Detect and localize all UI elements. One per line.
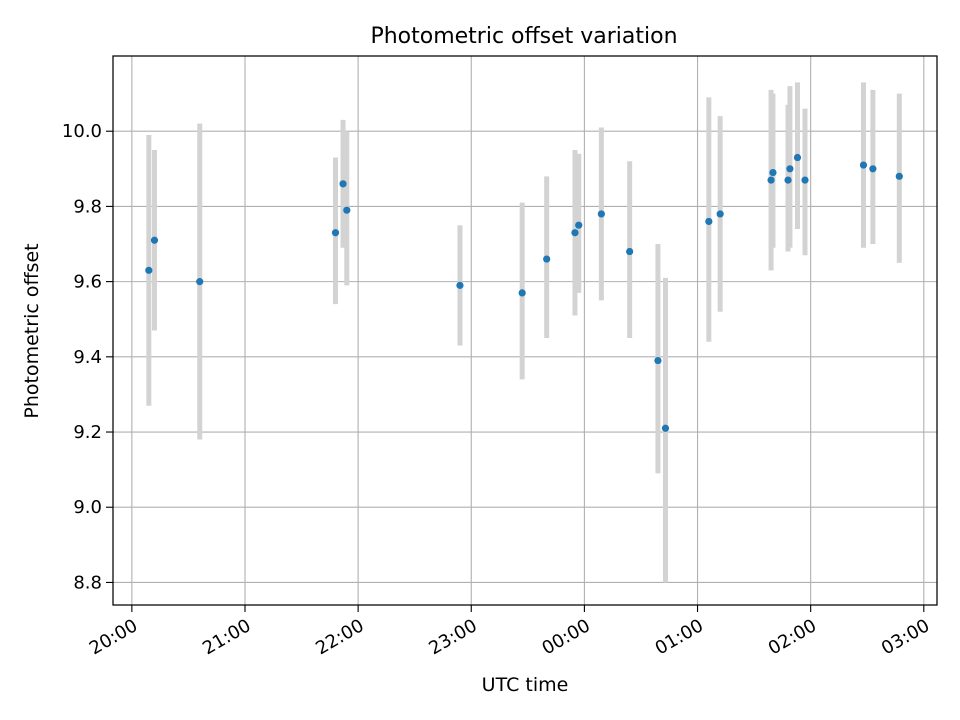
data-point (793, 153, 802, 162)
data-point (895, 172, 903, 180)
point-layer (145, 153, 903, 432)
data-point (801, 176, 809, 184)
y-axis: 8.8 9.0 9.2 9.4 9.6 9.8 10.0 (62, 121, 113, 593)
data-point (343, 206, 351, 214)
data-point (518, 289, 526, 297)
data-point (786, 165, 794, 173)
x-axis-label: UTC time (482, 674, 569, 696)
data-point (145, 266, 153, 274)
data-point (575, 221, 583, 229)
y-tick-label: 8.8 (73, 572, 102, 593)
data-point (150, 236, 159, 244)
data-point (859, 161, 868, 169)
data-point (597, 210, 605, 218)
y-tick-label: 10.0 (62, 121, 102, 142)
y-tick-label: 9.6 (73, 272, 102, 293)
data-point (626, 247, 634, 256)
y-tick-label: 9.4 (73, 347, 102, 368)
data-point (339, 180, 347, 188)
data-point (196, 278, 204, 286)
data-point (543, 255, 551, 263)
y-tick-label: 9.2 (73, 422, 102, 443)
data-point (716, 210, 724, 218)
data-point (784, 176, 792, 184)
y-tick-label: 9.8 (73, 196, 102, 217)
data-point (331, 229, 340, 237)
y-tick-label: 9.0 (73, 497, 102, 518)
data-point (769, 168, 777, 177)
data-point (661, 424, 670, 432)
data-point (571, 229, 579, 237)
y-axis-label: Photometric offset (21, 243, 43, 418)
data-point (456, 281, 464, 289)
plot-frame (112, 55, 938, 606)
chart-title: Photometric offset variation (370, 24, 677, 49)
data-point (705, 217, 713, 226)
data-point (654, 356, 662, 365)
data-point (767, 176, 775, 184)
data-point (869, 165, 877, 173)
plot-area (112, 55, 938, 606)
